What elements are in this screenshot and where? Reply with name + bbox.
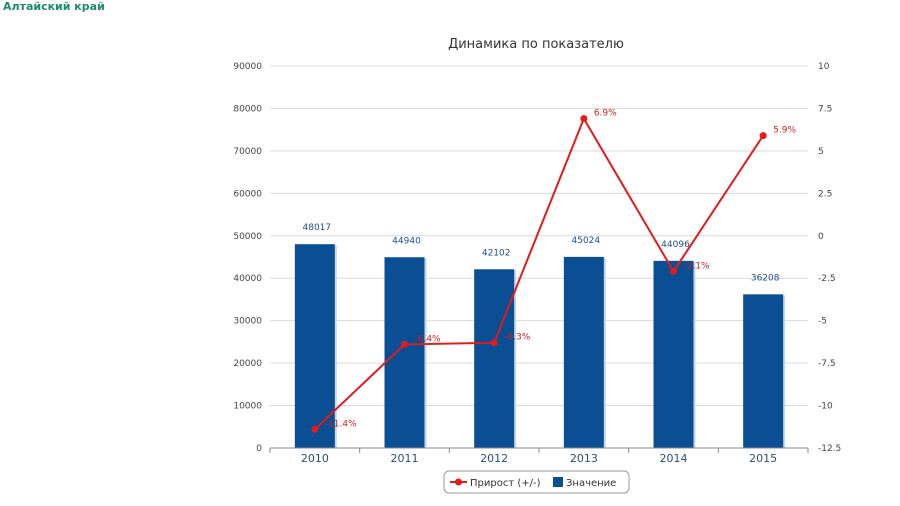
line-data-label: -2.1% (684, 261, 711, 271)
y-right-tick-label: 5 (818, 147, 824, 157)
bar-data-label: 36208 (751, 273, 780, 283)
y-left-tick-label: 0 (256, 444, 262, 454)
legend-bar-swatch (553, 477, 563, 487)
legend[interactable]: Прирост (+/-) Значение (443, 470, 630, 494)
legend-item-line[interactable]: Прирост (+/-) (450, 478, 541, 489)
y-left-tick-label: 30000 (233, 317, 262, 327)
y-axis-right: 10 7.5 5 2.5 0 -2.5 -5 -7.5 -10 -12.5 (818, 62, 841, 454)
bar (384, 257, 425, 448)
bar-series: 48017 44940 42102 45024 44096 36208 (294, 223, 786, 448)
y-left-tick-label: 60000 (233, 189, 262, 199)
bar-data-label: 48017 (303, 223, 332, 233)
bar-data-label: 42102 (482, 248, 511, 258)
region-title[interactable]: Алтайский край (3, 0, 105, 13)
y-left-tick-label: 50000 (233, 232, 262, 242)
line-data-label: -6.3% (504, 333, 531, 343)
line-point (490, 339, 498, 347)
line-point (311, 425, 319, 433)
y-right-tick-label: -7.5 (818, 359, 836, 369)
line-point (580, 115, 588, 123)
line-data-label: -11.4% (325, 419, 357, 429)
legend-item-bar[interactable]: Значение (553, 477, 616, 489)
legend-line-label: Прирост (+/-) (470, 478, 541, 489)
legend-bar-label: Значение (566, 478, 616, 489)
grid-lines (270, 65, 808, 449)
bar (563, 256, 604, 448)
y-left-tick-label: 70000 (233, 147, 262, 157)
line-series: -11.4% -6.4% -6.3% 6.9% -2.1% 5.9% (311, 109, 796, 433)
y-right-tick-label: -12.5 (818, 444, 841, 454)
y-right-tick-label: 0 (818, 232, 824, 242)
y-left-tick-label: 10000 (233, 402, 262, 412)
y-right-tick-label: 10 (818, 62, 830, 72)
bar (653, 260, 694, 448)
legend-box (443, 470, 630, 494)
bar-data-label: 45024 (572, 236, 601, 246)
bar (743, 294, 784, 448)
y-left-tick-label: 90000 (233, 62, 262, 72)
y-right-tick-label: -5 (818, 317, 827, 327)
bar-data-label: 44096 (661, 240, 690, 250)
line-point (401, 340, 408, 348)
bar-data-label: 44940 (392, 236, 421, 246)
line-data-label: 5.9% (773, 126, 796, 136)
legend-line-marker (455, 478, 462, 486)
line-data-label: -6.4% (415, 334, 442, 344)
line-point (759, 132, 767, 140)
x-tick-label: 2012 (480, 452, 508, 465)
y-left-tick-label: 40000 (233, 274, 262, 284)
x-tick-label: 2011 (391, 452, 419, 465)
x-tick-label: 2014 (660, 452, 688, 465)
y-left-tick-label: 20000 (233, 359, 262, 369)
y-right-tick-label: -2.5 (818, 274, 836, 284)
x-tick-label: 2013 (570, 452, 598, 465)
y-right-tick-label: 2.5 (818, 189, 832, 199)
bar (294, 244, 335, 448)
x-tick-label: 2015 (749, 452, 777, 465)
line-point (670, 267, 677, 275)
x-axis: 2010 2011 2012 2013 2014 2015 (269, 447, 809, 465)
line-data-label: 6.9% (594, 109, 617, 119)
y-right-tick-label: -10 (818, 402, 833, 412)
chart-title: Динамика по показателю (448, 37, 624, 52)
line-path (314, 116, 765, 431)
y-axis-left: 0 10000 20000 30000 40000 50000 60000 70000 8000… (233, 62, 262, 454)
y-right-tick-label: 7.5 (818, 104, 832, 114)
y-left-tick-label: 80000 (233, 104, 262, 114)
bar (474, 269, 515, 448)
x-tick-label: 2010 (301, 452, 329, 465)
